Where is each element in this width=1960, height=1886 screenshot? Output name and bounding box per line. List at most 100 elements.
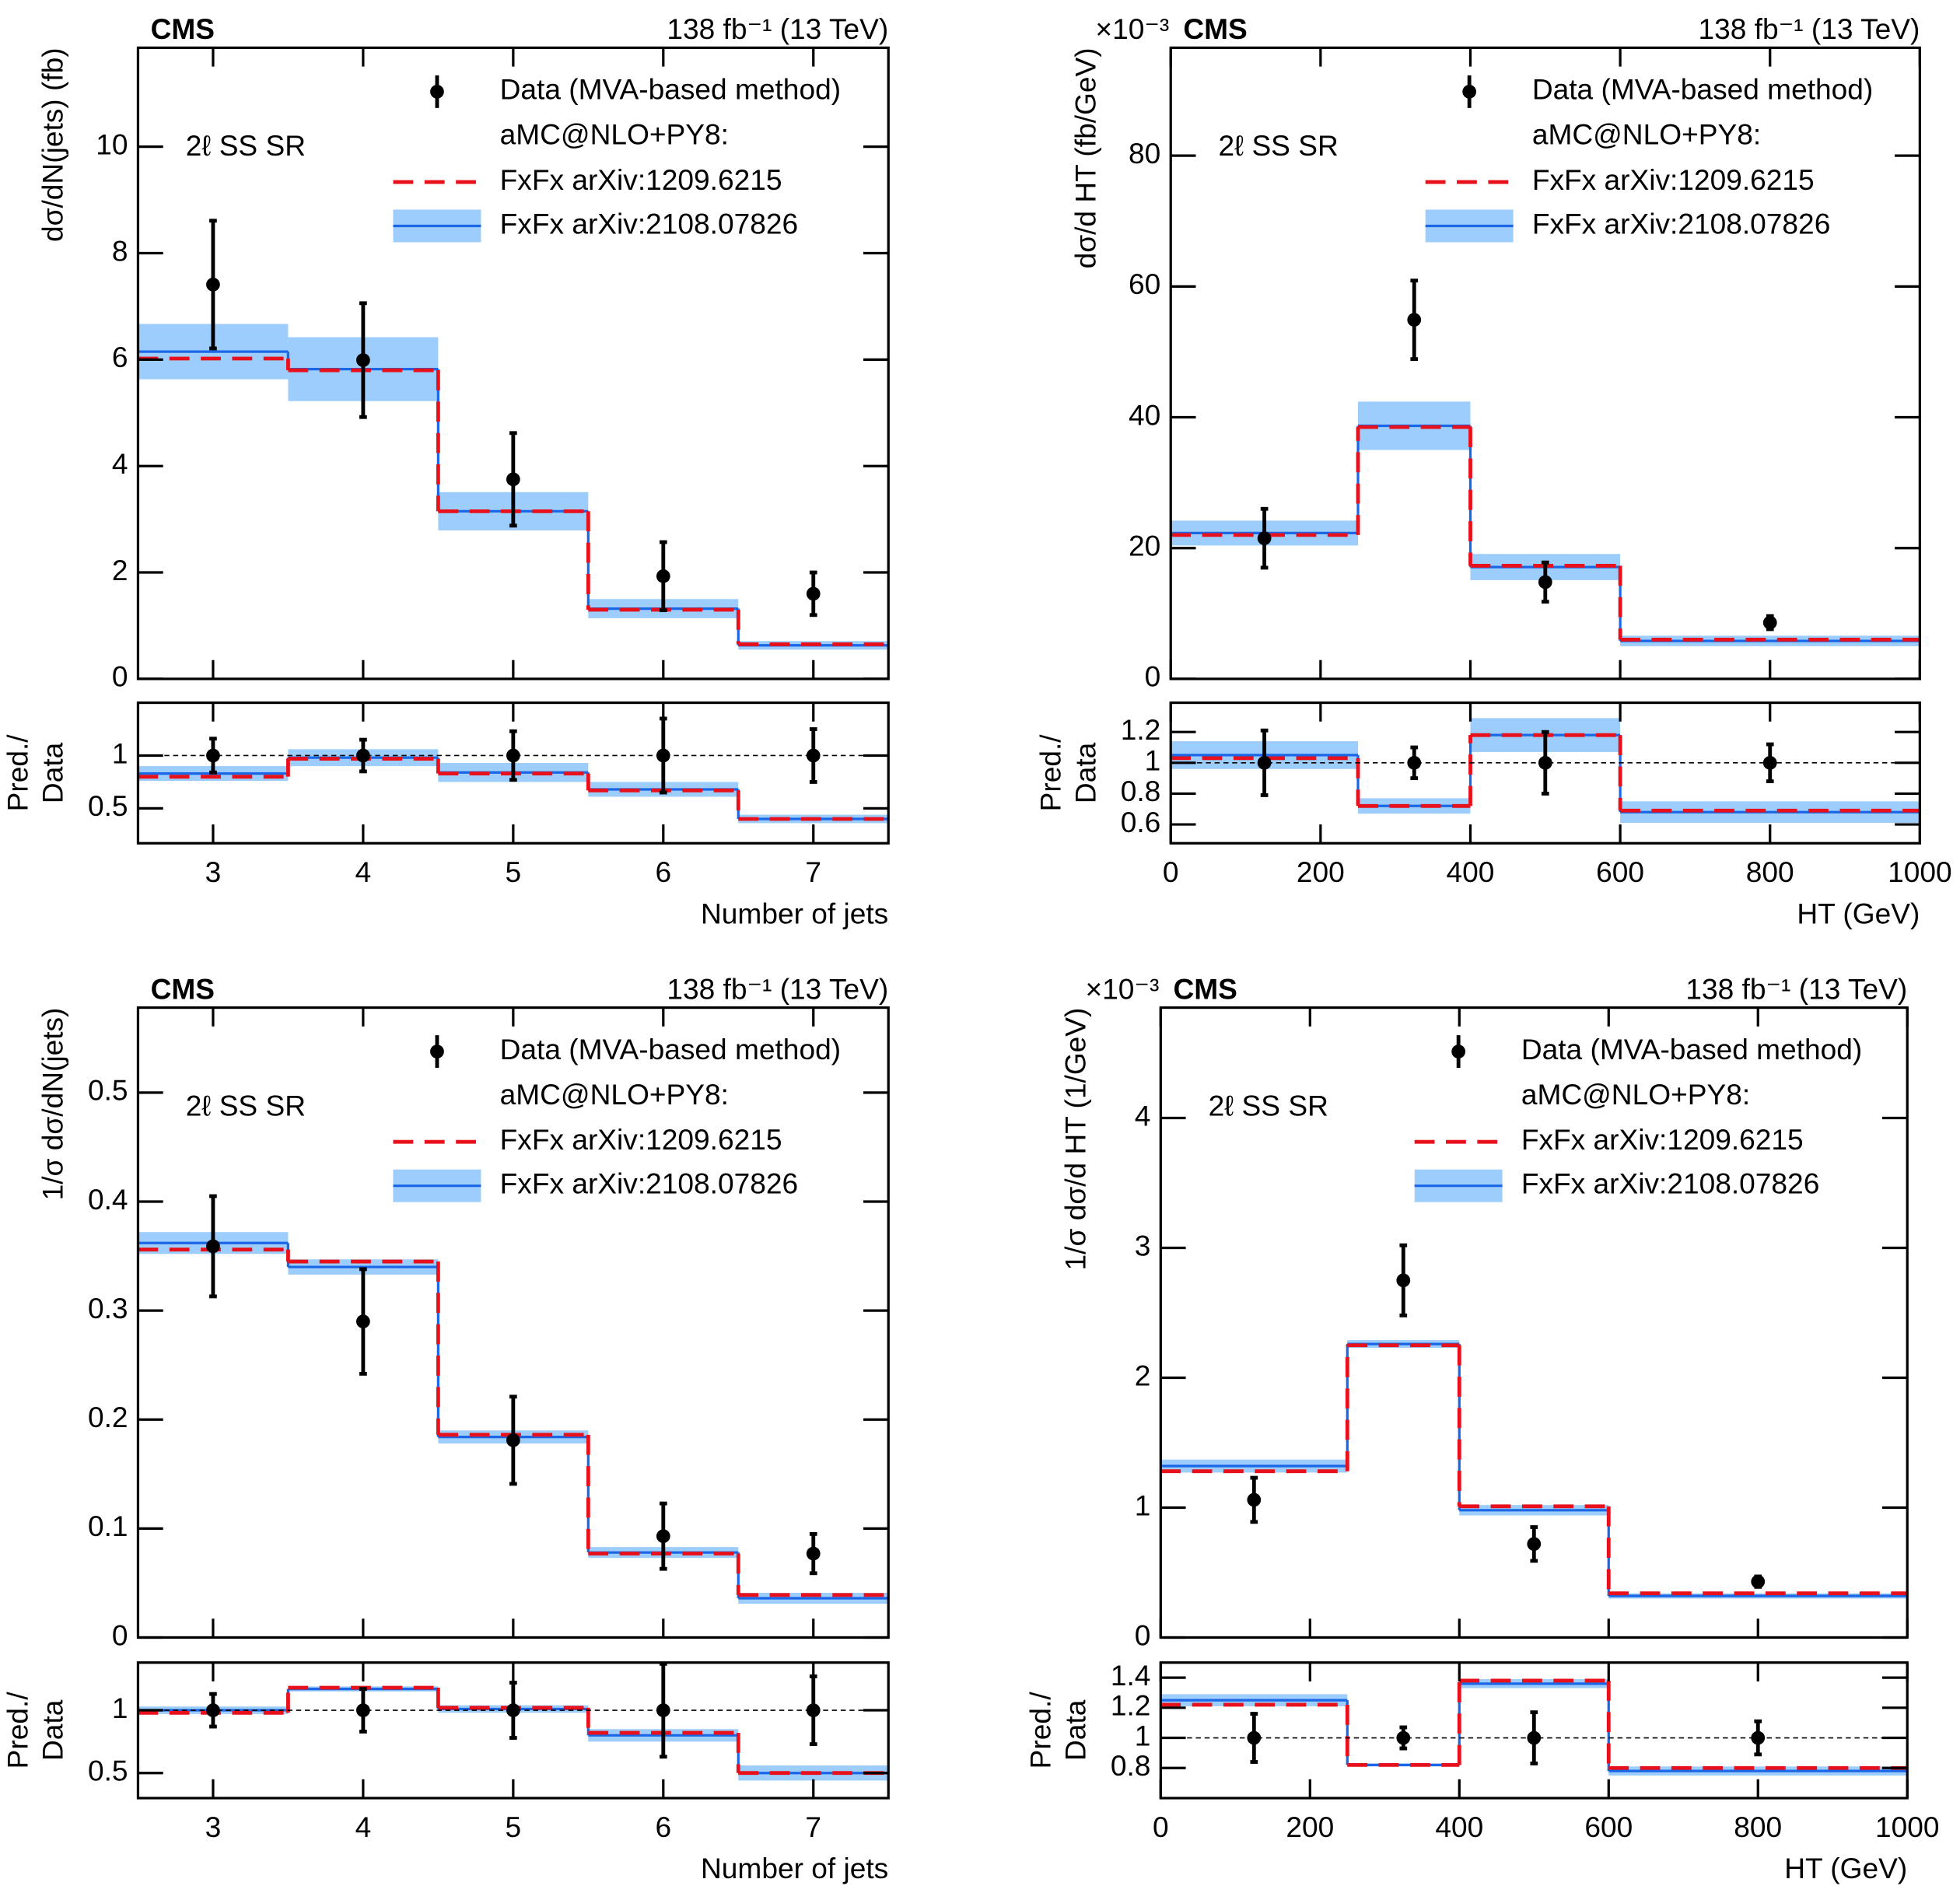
region-label: 2ℓ SS SR [1209, 1089, 1328, 1121]
y-tick-label: 3 [1135, 1229, 1151, 1261]
ratio-y-tick-label: 1 [112, 737, 128, 769]
frame [1169, 701, 1921, 845]
x-tick-label: 6 [655, 856, 671, 888]
data-point [206, 1239, 220, 1254]
x-tick-label: 0 [1163, 856, 1179, 888]
ratio-y-axis-label: Data [1059, 1699, 1092, 1761]
y-exponent: ×10⁻³ [1086, 972, 1160, 1005]
data-point [806, 748, 821, 763]
ratio-y-tick-label: 0.8 [1111, 1749, 1151, 1782]
ratio-y-axis-label: Pred./ [1, 1692, 33, 1769]
ratio-y-tick-label: 0.5 [88, 789, 128, 822]
legend-label: aMC@NLO+PY8: [500, 1078, 729, 1111]
lumi-label: 138 fb⁻¹ (13 TeV) [1698, 12, 1920, 45]
legend-label: FxFx arXiv:1209.6215 [500, 163, 782, 196]
x-tick-label: 7 [805, 1811, 821, 1843]
y-tick-label: 0.4 [88, 1183, 128, 1216]
y-tick-label: 2 [1135, 1359, 1151, 1391]
region-label: 2ℓ SS SR [186, 129, 306, 162]
x-tick-label: 4 [355, 856, 372, 888]
x-tick-label: 200 [1297, 856, 1345, 888]
y-tick-label: 0.1 [88, 1510, 128, 1542]
y-tick-label: 0.2 [88, 1401, 128, 1433]
data-point [356, 1314, 370, 1329]
legend-label: Data (MVA-based method) [500, 73, 841, 106]
x-tick-label: 800 [1734, 1811, 1782, 1843]
experiment-label: CMS [1183, 12, 1247, 45]
x-tick-label: 7 [805, 856, 821, 888]
experiment-label: CMS [1173, 972, 1237, 1005]
y-axis-label: 1/σ dσ/d HT (1/GeV) [1059, 1008, 1092, 1271]
x-tick-label: 3 [205, 1811, 222, 1843]
data-point [656, 748, 670, 763]
data-point [506, 472, 520, 487]
data-point [1407, 313, 1422, 327]
lumi-label: 138 fb⁻¹ (13 TeV) [667, 12, 888, 45]
ratio-y-tick-label: 1.2 [1111, 1689, 1151, 1722]
y-tick-label: 20 [1129, 530, 1160, 562]
y-axis-label: dσ/dN(jets) (fb) [37, 47, 69, 242]
y-tick-label: 4 [112, 447, 128, 480]
data-point [506, 1433, 520, 1447]
x-tick-label: 5 [506, 856, 522, 888]
legend-label: FxFx arXiv:1209.6215 [500, 1123, 782, 1156]
y-axis-label: 1/σ dσ/dN(jets) [37, 1008, 69, 1201]
data-point [1751, 1574, 1766, 1589]
y-tick-label: 0.3 [88, 1292, 128, 1324]
x-tick-label: 200 [1286, 1811, 1334, 1843]
legend-label: FxFx arXiv:2108.07826 [1532, 207, 1831, 240]
y-tick-label: 0 [1135, 1618, 1151, 1651]
y-exponent: ×10⁻³ [1095, 12, 1169, 45]
data-point [806, 1546, 821, 1561]
x-tick-label: 600 [1584, 1811, 1633, 1843]
ratio-y-tick-label: 1.4 [1111, 1659, 1151, 1692]
x-tick-label: 0 [1153, 1811, 1169, 1843]
data-point [1538, 575, 1552, 590]
y-tick-label: 40 [1129, 398, 1160, 431]
lumi-label: 138 fb⁻¹ (13 TeV) [667, 972, 888, 1005]
x-tick-label: 800 [1746, 856, 1794, 888]
y-tick-label: 0 [1145, 660, 1161, 693]
ratio-y-tick-label: 0.5 [88, 1755, 128, 1787]
y-tick-label: 8 [112, 234, 128, 267]
data-point [1247, 1730, 1262, 1745]
legend-marker [1451, 1044, 1466, 1058]
region-label: 2ℓ SS SR [186, 1089, 306, 1121]
x-axis-label: HT (GeV) [1797, 897, 1920, 929]
experiment-label: CMS [151, 12, 215, 45]
data-point [206, 278, 220, 292]
data-point [806, 586, 821, 601]
x-axis-label: Number of jets [701, 1852, 888, 1884]
data-point [1396, 1273, 1411, 1288]
ratio-y-tick-label: 0.8 [1121, 775, 1161, 807]
frame [1169, 46, 1921, 681]
legend-label: FxFx arXiv:1209.6215 [1532, 163, 1815, 196]
legend-marker [1462, 84, 1477, 99]
data-point [506, 748, 520, 763]
experiment-label: CMS [151, 972, 215, 1005]
data-point [356, 1703, 370, 1717]
x-tick-label: 1000 [1888, 856, 1952, 888]
x-axis-label: HT (GeV) [1784, 1852, 1907, 1884]
x-tick-label: 600 [1596, 856, 1644, 888]
ratio-y-axis-label: Data [37, 742, 69, 803]
legend-label: aMC@NLO+PY8: [1521, 1078, 1750, 1111]
ratio-y-axis-label: Pred./ [1, 734, 33, 812]
y-tick-label: 0 [112, 1618, 128, 1651]
legend-label: Data (MVA-based method) [1532, 73, 1873, 106]
data-point [656, 1703, 670, 1717]
y-tick-label: 4 [1135, 1099, 1151, 1132]
ratio-y-axis-label: Data [1069, 742, 1101, 803]
legend-marker [430, 84, 444, 99]
data-point [506, 1703, 520, 1717]
data-point [1538, 755, 1552, 770]
data-point [1527, 1537, 1542, 1552]
x-tick-label: 6 [655, 1811, 671, 1843]
y-tick-label: 6 [112, 341, 128, 373]
data-point [1407, 755, 1422, 770]
data-point [656, 1529, 670, 1544]
lumi-label: 138 fb⁻¹ (13 TeV) [1685, 972, 1907, 1005]
ratio-y-tick-label: 0.6 [1121, 806, 1161, 838]
x-axis-label: Number of jets [701, 897, 888, 929]
